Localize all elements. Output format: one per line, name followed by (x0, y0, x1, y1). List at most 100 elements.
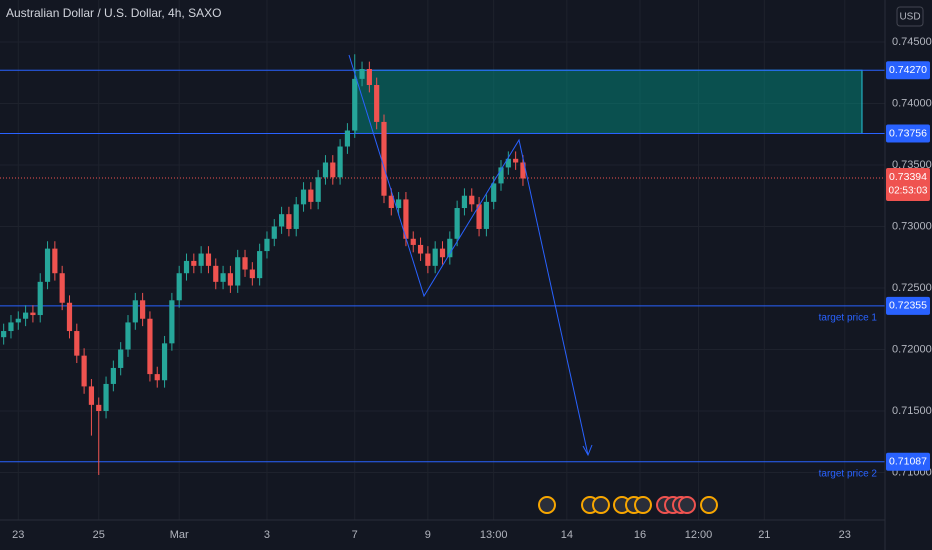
y-tick-label: 0.73500 (892, 159, 932, 171)
candles (1, 54, 526, 475)
zone-layer (354, 69, 863, 134)
candle-body (15, 318, 21, 323)
x-tick-label: 14 (561, 529, 573, 541)
event-icon[interactable] (538, 496, 556, 514)
candle-body (44, 248, 51, 282)
x-tick-label: 3 (264, 529, 270, 541)
supply-zone (354, 69, 863, 134)
arrow-head (582, 444, 593, 457)
event-icon[interactable] (700, 496, 718, 514)
x-tick-label: Mar (170, 529, 189, 541)
candle-body (308, 189, 314, 202)
candle-body (388, 195, 394, 209)
candle-body (505, 158, 511, 168)
chart-title: Australian Dollar / U.S. Dollar, 4h, SAX… (6, 6, 221, 20)
grid (0, 0, 885, 520)
candle-body (476, 204, 482, 229)
candle-body (96, 404, 102, 412)
candle-body (359, 69, 365, 79)
candle-body (161, 343, 168, 381)
event-icon[interactable] (634, 496, 652, 514)
target-label: target price 1 (819, 312, 878, 323)
level-label: 0.73756 (889, 127, 927, 139)
candle-body (220, 273, 226, 282)
currency-label: USD (899, 12, 920, 23)
candle-body (417, 244, 424, 254)
candle-body (432, 248, 438, 266)
event-icons (538, 496, 718, 514)
level-label: 0.72355 (889, 300, 927, 312)
candle-body (337, 146, 343, 178)
x-tick-label: 13:00 (480, 529, 508, 541)
candle-body (176, 273, 182, 301)
y-tick-label: 0.72500 (892, 282, 932, 294)
candle-body (30, 312, 36, 316)
candle-body (454, 208, 460, 239)
candle-body (213, 265, 219, 282)
candle-body (278, 214, 285, 227)
y-tick-label: 0.74500 (892, 36, 932, 48)
event-icon[interactable] (592, 496, 610, 514)
candle-body (59, 273, 65, 303)
level-badge (886, 124, 930, 143)
candle-body (520, 162, 526, 179)
candle-body (37, 281, 43, 316)
candle-body (183, 260, 190, 274)
candle-body (66, 302, 73, 332)
level-badge (886, 296, 930, 315)
x-tick-label: 23 (12, 529, 24, 541)
candle-body (125, 322, 131, 350)
level-label: 0.74270 (889, 64, 927, 76)
candle-body (169, 300, 175, 344)
candle-body (396, 199, 402, 209)
candle-body (286, 214, 292, 229)
candle-body (300, 189, 307, 205)
level-badge (886, 61, 930, 80)
candle-body (1, 331, 7, 338)
candle-body (344, 130, 351, 147)
candle-body (330, 162, 336, 178)
level-label: 0.71087 (889, 456, 927, 468)
candle-body (271, 226, 277, 239)
candle-body (447, 238, 453, 258)
candle-body (52, 248, 58, 274)
candle-body (483, 201, 489, 229)
candle-body (322, 162, 329, 178)
countdown: 02:53:03 (889, 186, 928, 197)
x-tick-label: 7 (352, 529, 358, 541)
candle-body (205, 253, 212, 266)
x-tick-label: 12:00 (685, 529, 713, 541)
candle-body (293, 204, 299, 229)
candle-body (439, 248, 446, 258)
x-tick-label: 23 (839, 529, 851, 541)
event-icon[interactable] (678, 496, 696, 514)
candle-body (22, 312, 29, 319)
candle-body (491, 183, 497, 202)
candle-body (249, 269, 255, 279)
x-tick-label: 25 (93, 529, 105, 541)
candle-body (461, 195, 468, 209)
y-tick-label: 0.73000 (892, 220, 932, 232)
y-tick-label: 0.72000 (892, 343, 932, 355)
candle-body (315, 177, 321, 202)
last-price-label: 0.73394 (889, 171, 927, 183)
candle-body (513, 158, 519, 163)
candle-body (374, 85, 380, 122)
candle-body (88, 386, 95, 405)
x-tick-label: 21 (758, 529, 770, 541)
axes: 0.74500 0.74000 0.73500 0.73000 0.72500 0.720… (12, 36, 932, 541)
candle-body (191, 260, 197, 266)
candle-body (403, 199, 409, 239)
candle-body (147, 318, 153, 375)
candle-body (132, 300, 138, 323)
levels-layer: target price 1 target price 2 (0, 69, 885, 479)
candle-body (110, 367, 116, 384)
candle-body (425, 253, 431, 266)
x-tick-label: 9 (425, 529, 431, 541)
y-tick-label: 0.71500 (892, 405, 932, 417)
level-badge (886, 452, 930, 471)
candle-body (140, 300, 146, 319)
currency-button[interactable] (896, 6, 924, 27)
